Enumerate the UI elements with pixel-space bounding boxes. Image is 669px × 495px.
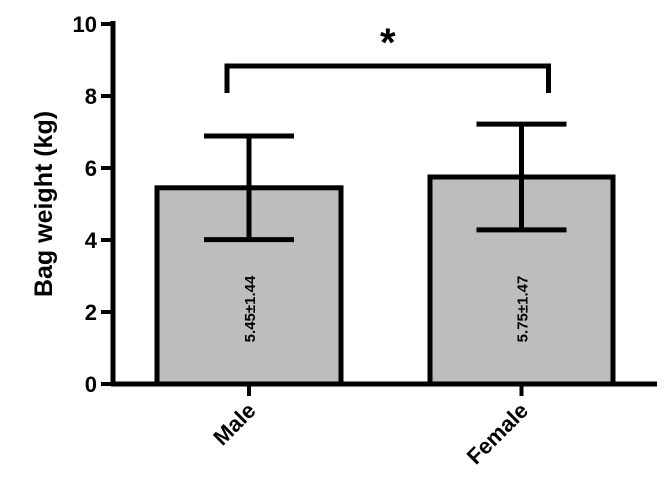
x-tick-label-female: Female	[462, 398, 533, 469]
data-label-male: 5.45±1.44	[242, 275, 259, 342]
data-label-female: 5.75±1.47	[515, 276, 532, 343]
y-tick-label: 8	[85, 84, 97, 109]
y-tick-label: 4	[85, 228, 98, 253]
significance-star: *	[380, 21, 396, 65]
y-tick-label: 0	[85, 372, 97, 397]
plot-area: 0 2 4 6 8 10 Male Female 5.45±1.44 5.75±1.47 *	[73, 12, 657, 469]
y-tick-label: 6	[85, 156, 97, 181]
x-tick-label-male: Male	[208, 398, 260, 450]
y-tick-label: 10	[73, 12, 97, 37]
y-tick-label: 2	[85, 300, 97, 325]
significance-bracket	[224, 63, 551, 93]
y-axis-title: Bag weight (kg)	[30, 111, 58, 297]
